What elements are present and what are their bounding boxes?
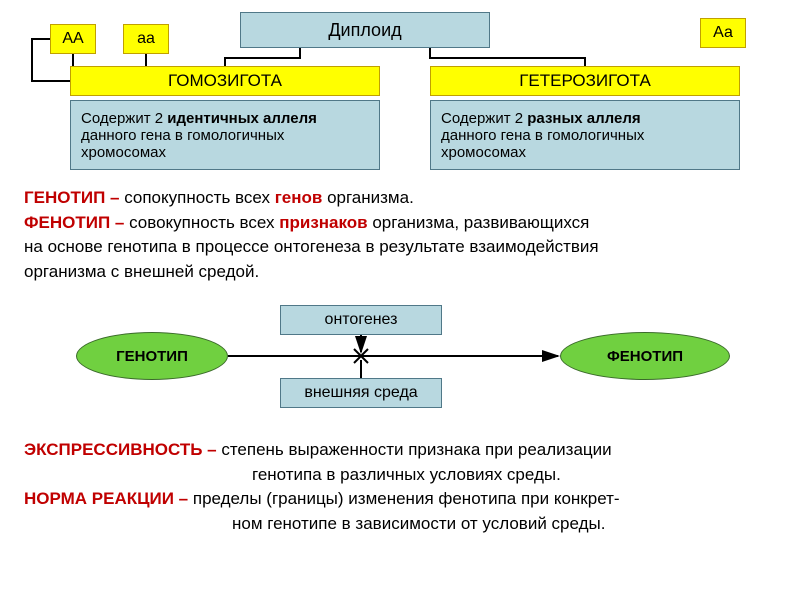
heterozygote-label: ГЕТЕРОЗИГОТА (519, 71, 651, 91)
phenotype-ellipse: ФЕНОТИП (560, 332, 730, 380)
homozygote-desc-text: Содержит 2 идентичных аллеля данного ген… (81, 110, 369, 161)
ontogenesis-box: онтогенез (280, 305, 442, 335)
allele-AA: АА (50, 24, 96, 54)
environment-box: внешняя среда (280, 378, 442, 408)
diploid-label: Диплоид (328, 20, 401, 41)
allele-AA-label: АА (62, 30, 83, 48)
heterozygote-box: ГЕТЕРОЗИГОТА (430, 66, 740, 96)
phenotype-ellipse-label: ФЕНОТИП (607, 348, 683, 365)
heterozygote-desc: Содержит 2 разных аллеля данного гена в … (430, 100, 740, 170)
diploid-box: Диплоид (240, 12, 490, 48)
allele-Aa: Аа (700, 18, 746, 48)
heterozygote-desc-text: Содержит 2 разных аллеля данного гена в … (441, 110, 729, 161)
bottom-defs: ЭКСПРЕССИВНОСТЬ – степень выраженности п… (24, 438, 784, 537)
definitions-block: ГЕНОТИП – сопокупность всех генов органи… (24, 186, 784, 285)
homozygote-box: ГОМОЗИГОТА (70, 66, 380, 96)
allele-Aa-label: Аа (713, 24, 733, 42)
genotype-ellipse: ГЕНОТИП (76, 332, 228, 380)
environment-label: внешняя среда (304, 384, 417, 402)
allele-aa-label: аа (137, 30, 155, 48)
allele-aa: аа (123, 24, 169, 54)
genotype-ellipse-label: ГЕНОТИП (116, 348, 188, 365)
ontogenesis-label: онтогенез (325, 311, 398, 329)
homozygote-label: ГОМОЗИГОТА (168, 71, 282, 91)
homozygote-desc: Содержит 2 идентичных аллеля данного ген… (70, 100, 380, 170)
